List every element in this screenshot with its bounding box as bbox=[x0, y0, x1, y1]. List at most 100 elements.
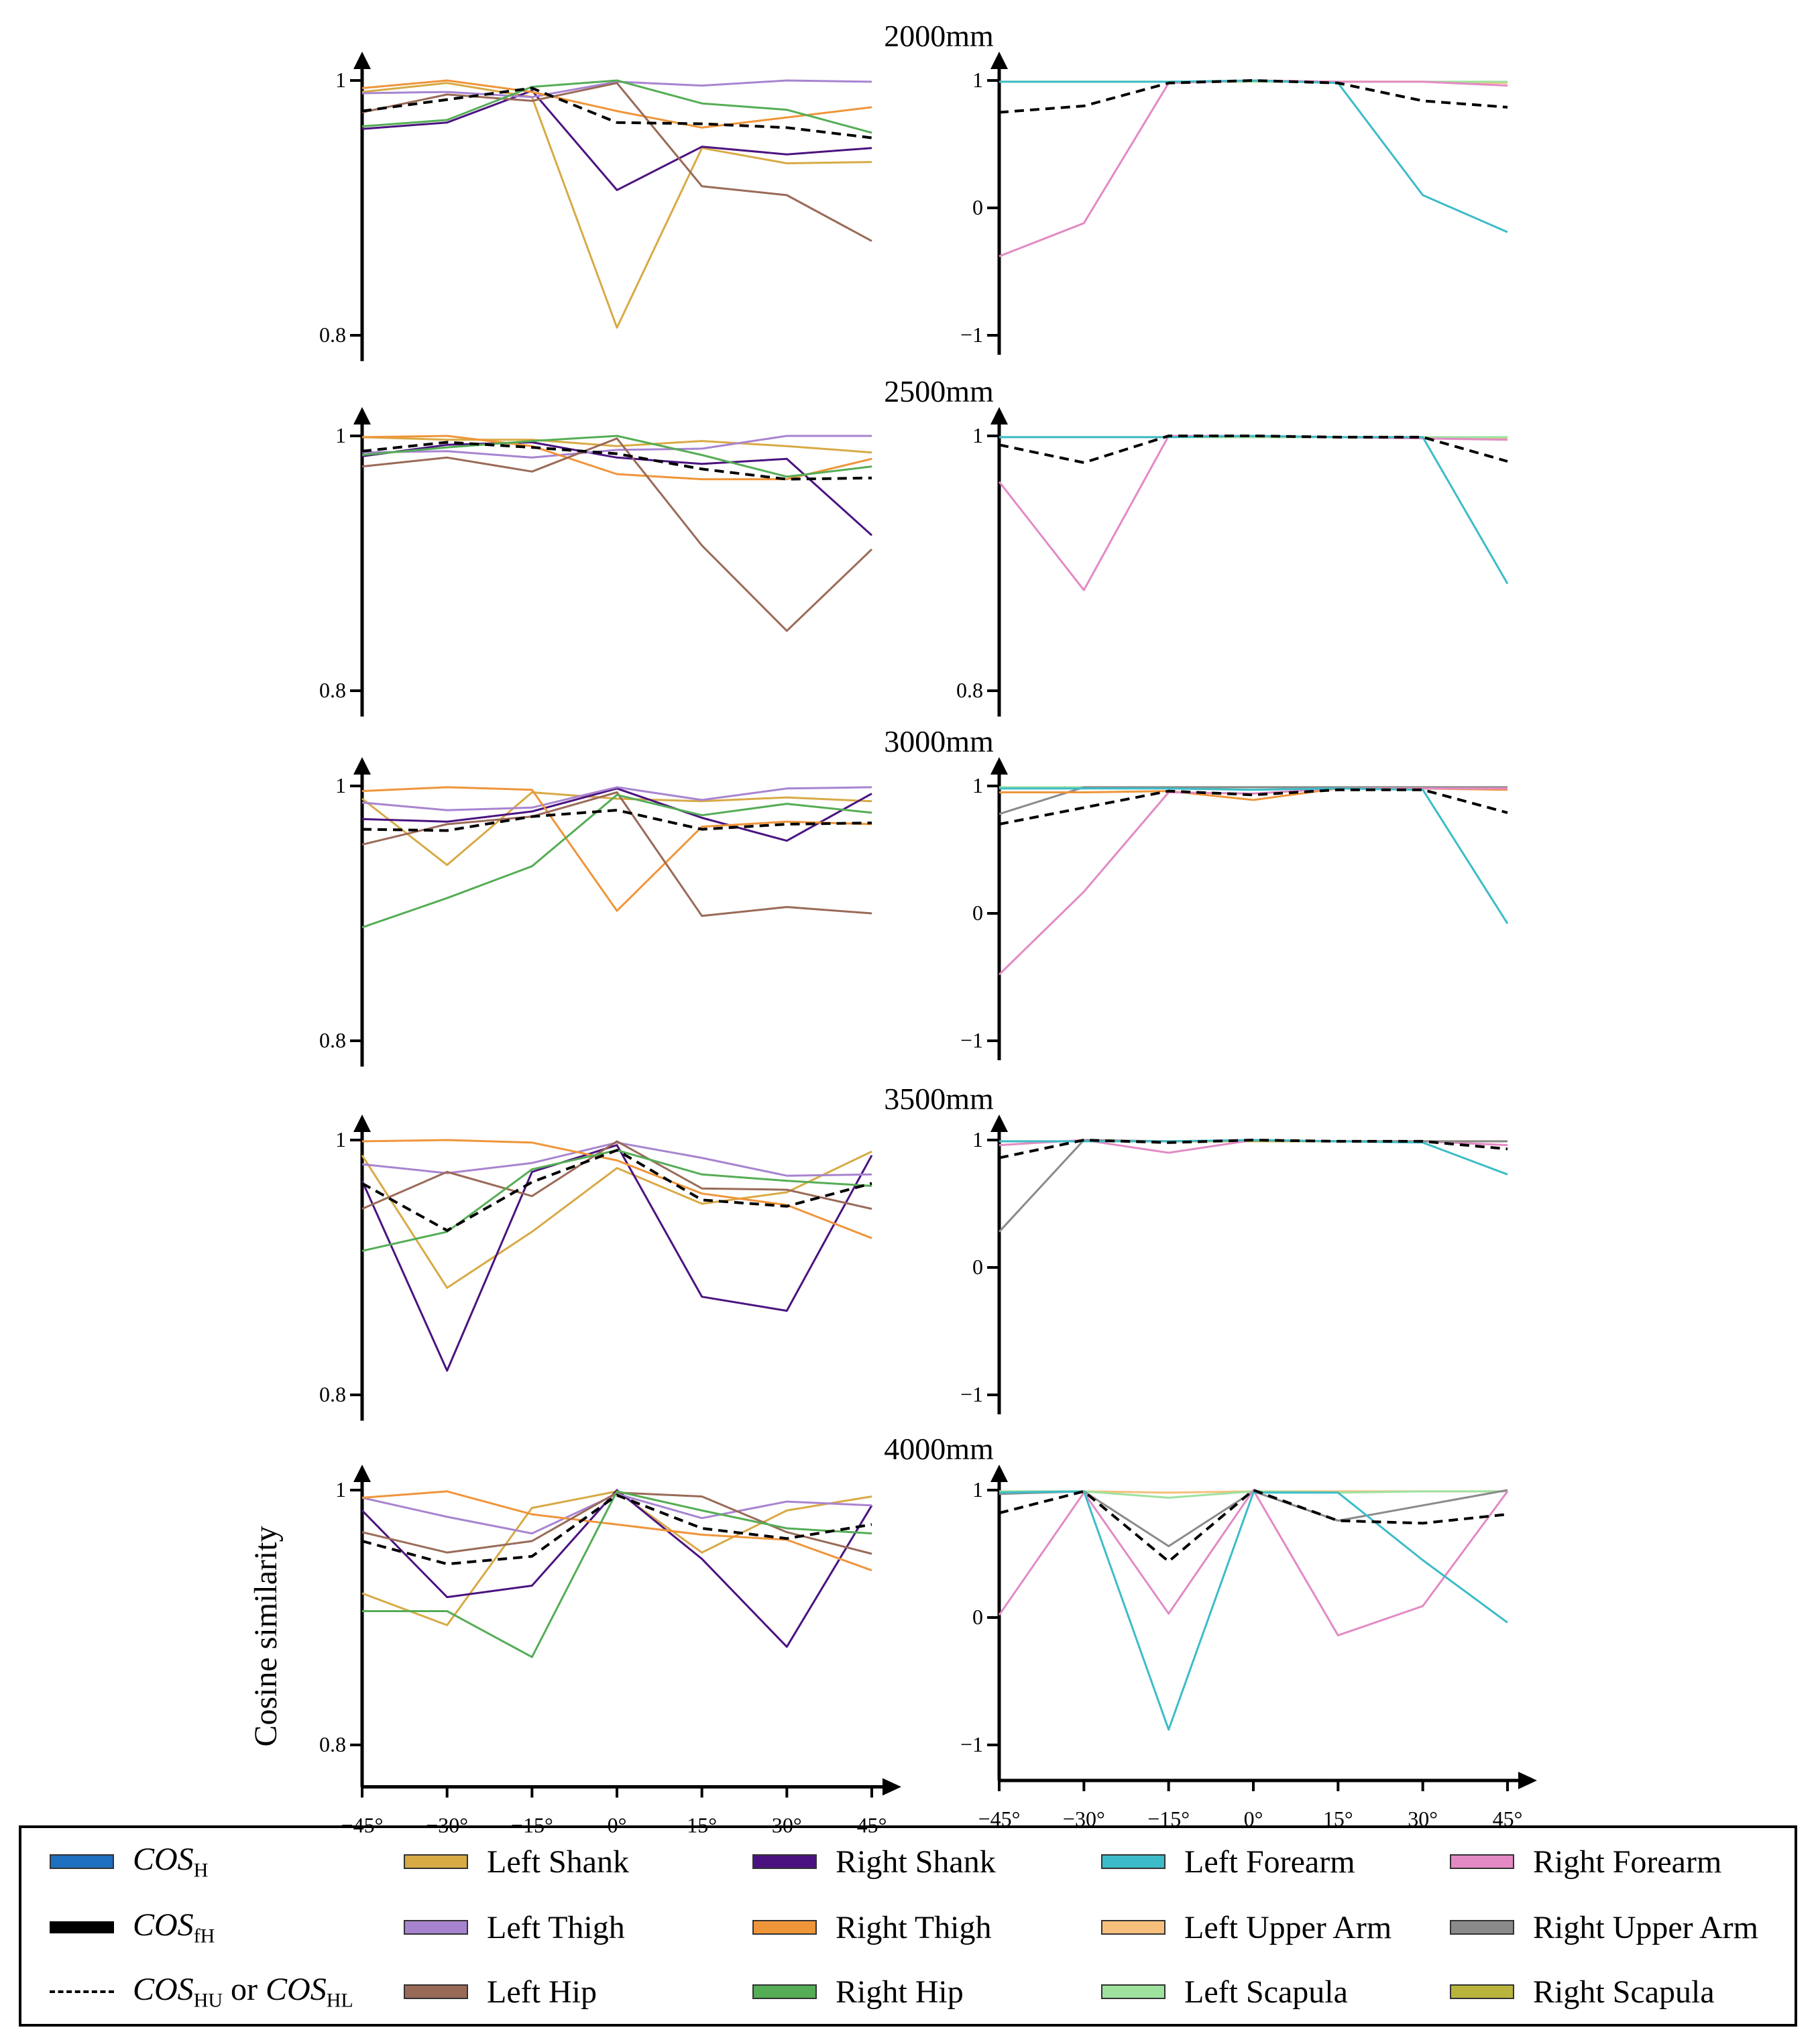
y-tick-label: −1 bbox=[960, 1732, 983, 1756]
y-tick-label: 0.8 bbox=[319, 678, 346, 702]
series-line-cos-hu-or-cos-hl bbox=[361, 1493, 872, 1566]
y-axis-arrow bbox=[990, 1465, 1008, 1482]
y-axis-arrow bbox=[353, 52, 371, 69]
legend-swatch bbox=[50, 1921, 114, 1933]
legend-label: Right Thigh bbox=[836, 1909, 992, 1945]
y-axis-arrow bbox=[990, 407, 1008, 424]
x-tick-label: 15° bbox=[687, 1813, 717, 1837]
lower-body-panel-2000mm: 10.8 bbox=[319, 52, 872, 361]
series-line-cos-hu-or-cos-hl bbox=[999, 1139, 1508, 1159]
row-title: 3500mm bbox=[884, 1082, 994, 1116]
lower-body-panel-3500mm: 10.8 bbox=[319, 1115, 873, 1421]
series-line-right-upper-arm bbox=[999, 786, 1508, 815]
series-line-left-hip bbox=[361, 437, 873, 632]
series-line-right-shank bbox=[361, 1489, 873, 1648]
upper-body-panel-4000mm: 10−1−45° −30° −15° 0° 15° 30° 45° bbox=[960, 1465, 1537, 1831]
series-line-cos-hu-or-cos-hl bbox=[999, 435, 1508, 464]
row-title: 2000mm bbox=[884, 19, 994, 53]
series-line-left-forearm bbox=[999, 1490, 1508, 1731]
legend-label: COSHU or COSHL bbox=[133, 1972, 353, 2012]
x-tick-label: 30° bbox=[772, 1813, 802, 1837]
y-tick-label: 1 bbox=[335, 773, 346, 797]
row-title: 4000mm bbox=[884, 1432, 994, 1466]
legend-swatch bbox=[1450, 1920, 1514, 1935]
y-tick-label: 0 bbox=[972, 195, 983, 219]
series-line-right-shank bbox=[361, 441, 873, 536]
series-line-left-thigh bbox=[361, 79, 872, 99]
legend-swatch bbox=[752, 1920, 817, 1935]
legend-label: COSH bbox=[133, 1841, 209, 1882]
series-line-right-thigh bbox=[361, 435, 872, 481]
y-tick-label: −1 bbox=[960, 323, 983, 347]
y-axis-arrow bbox=[990, 1115, 1008, 1132]
y-tick-label: 1 bbox=[335, 423, 346, 447]
y-tick-label: 0.8 bbox=[319, 1382, 346, 1406]
legend-item-left-scapula: Left Scapula bbox=[1101, 1972, 1348, 2012]
y-axis-arrow bbox=[990, 52, 1008, 69]
y-tick-label: 0 bbox=[972, 1255, 983, 1279]
legend-swatch bbox=[1450, 1984, 1514, 1999]
legend-label: Right Shank bbox=[836, 1844, 996, 1880]
legend-item-right-thigh: Right Thigh bbox=[752, 1907, 991, 1947]
legend-label: Left Thigh bbox=[487, 1909, 625, 1945]
series-line-left-shank bbox=[361, 1490, 872, 1626]
y-axis-arrow bbox=[353, 757, 371, 775]
legend-item-left-hip: Left Hip bbox=[404, 1972, 597, 2012]
series-line-right-forearm bbox=[998, 1489, 1509, 1637]
legend-label: Right Hip bbox=[836, 1974, 964, 2010]
legend-item-left-shank: Left Shank bbox=[404, 1841, 629, 1882]
y-tick-label: 1 bbox=[335, 1477, 346, 1501]
legend-label: Right Upper Arm bbox=[1533, 1909, 1758, 1945]
legend-label: Left Forearm bbox=[1184, 1844, 1355, 1880]
series-line-left-hip bbox=[361, 82, 872, 242]
x-tick-label: −45° bbox=[341, 1813, 384, 1837]
x-tick-label: −15° bbox=[511, 1813, 553, 1837]
x-tick-label: 0° bbox=[608, 1813, 627, 1837]
y-axis-label: Cosine similarity bbox=[248, 1526, 284, 1746]
series-line-right-forearm bbox=[998, 787, 1508, 976]
legend-label: Right Scapula bbox=[1533, 1974, 1715, 2010]
legend-swatch bbox=[404, 1920, 468, 1935]
legend-swatch bbox=[1101, 1984, 1165, 1999]
legend-swatch bbox=[752, 1984, 817, 1999]
y-tick-label: 1 bbox=[972, 1477, 983, 1501]
series-line-right-shank bbox=[361, 787, 872, 842]
legend-swatch bbox=[404, 1854, 468, 1869]
upper-body-panel-3000mm: 1 0 −1 bbox=[960, 757, 1509, 1060]
series-line-right-forearm bbox=[998, 435, 1508, 591]
series-line-cos-hu-or-cos-hl bbox=[361, 1149, 872, 1232]
legend-item-right-hip: Right Hip bbox=[752, 1972, 964, 2012]
legend-swatch bbox=[1450, 1854, 1514, 1869]
series-line-cos-hu-or-cos-hl bbox=[999, 788, 1508, 826]
row-2000mm: 2000mm 10.8 1 0 −1 bbox=[319, 19, 1508, 361]
series-line-left-forearm bbox=[999, 79, 1508, 233]
y-tick-label: 1 bbox=[972, 423, 983, 447]
series-line-right-hip bbox=[362, 1490, 872, 1658]
legend: COSH Left Shank Right Shank Left Forearm Rig… bbox=[19, 1825, 1797, 2027]
y-tick-label: 0.8 bbox=[319, 323, 346, 347]
series-line-right-hip bbox=[361, 793, 872, 929]
series-line-right-thigh bbox=[361, 786, 872, 912]
y-tick-label: 1 bbox=[335, 1127, 346, 1151]
series-line-left-hip bbox=[361, 1140, 872, 1210]
series-line-cos-hu-or-cos-hl bbox=[999, 1489, 1508, 1563]
upper-body-panel-2500mm: 10.8 bbox=[956, 407, 1509, 717]
y-tick-label: 0.8 bbox=[319, 1732, 346, 1756]
y-tick-label: 1 bbox=[972, 68, 983, 92]
lower-body-panel-2500mm: 10.8 bbox=[319, 407, 873, 717]
series-line-left-forearm bbox=[999, 787, 1509, 925]
upper-body-panel-2000mm: 1 0 −1 bbox=[960, 52, 1508, 355]
series-line-right-hip bbox=[361, 79, 872, 134]
legend-label: Left Shank bbox=[487, 1844, 629, 1880]
row-title: 2500mm bbox=[884, 374, 994, 408]
x-axis-arrow bbox=[1518, 1772, 1537, 1789]
y-tick-label: 1 bbox=[972, 773, 983, 797]
series-line-left-shank bbox=[361, 791, 872, 866]
series-line-left-shank bbox=[361, 436, 872, 454]
y-tick-label: 0.8 bbox=[956, 678, 983, 702]
legend-swatch bbox=[1101, 1920, 1165, 1935]
